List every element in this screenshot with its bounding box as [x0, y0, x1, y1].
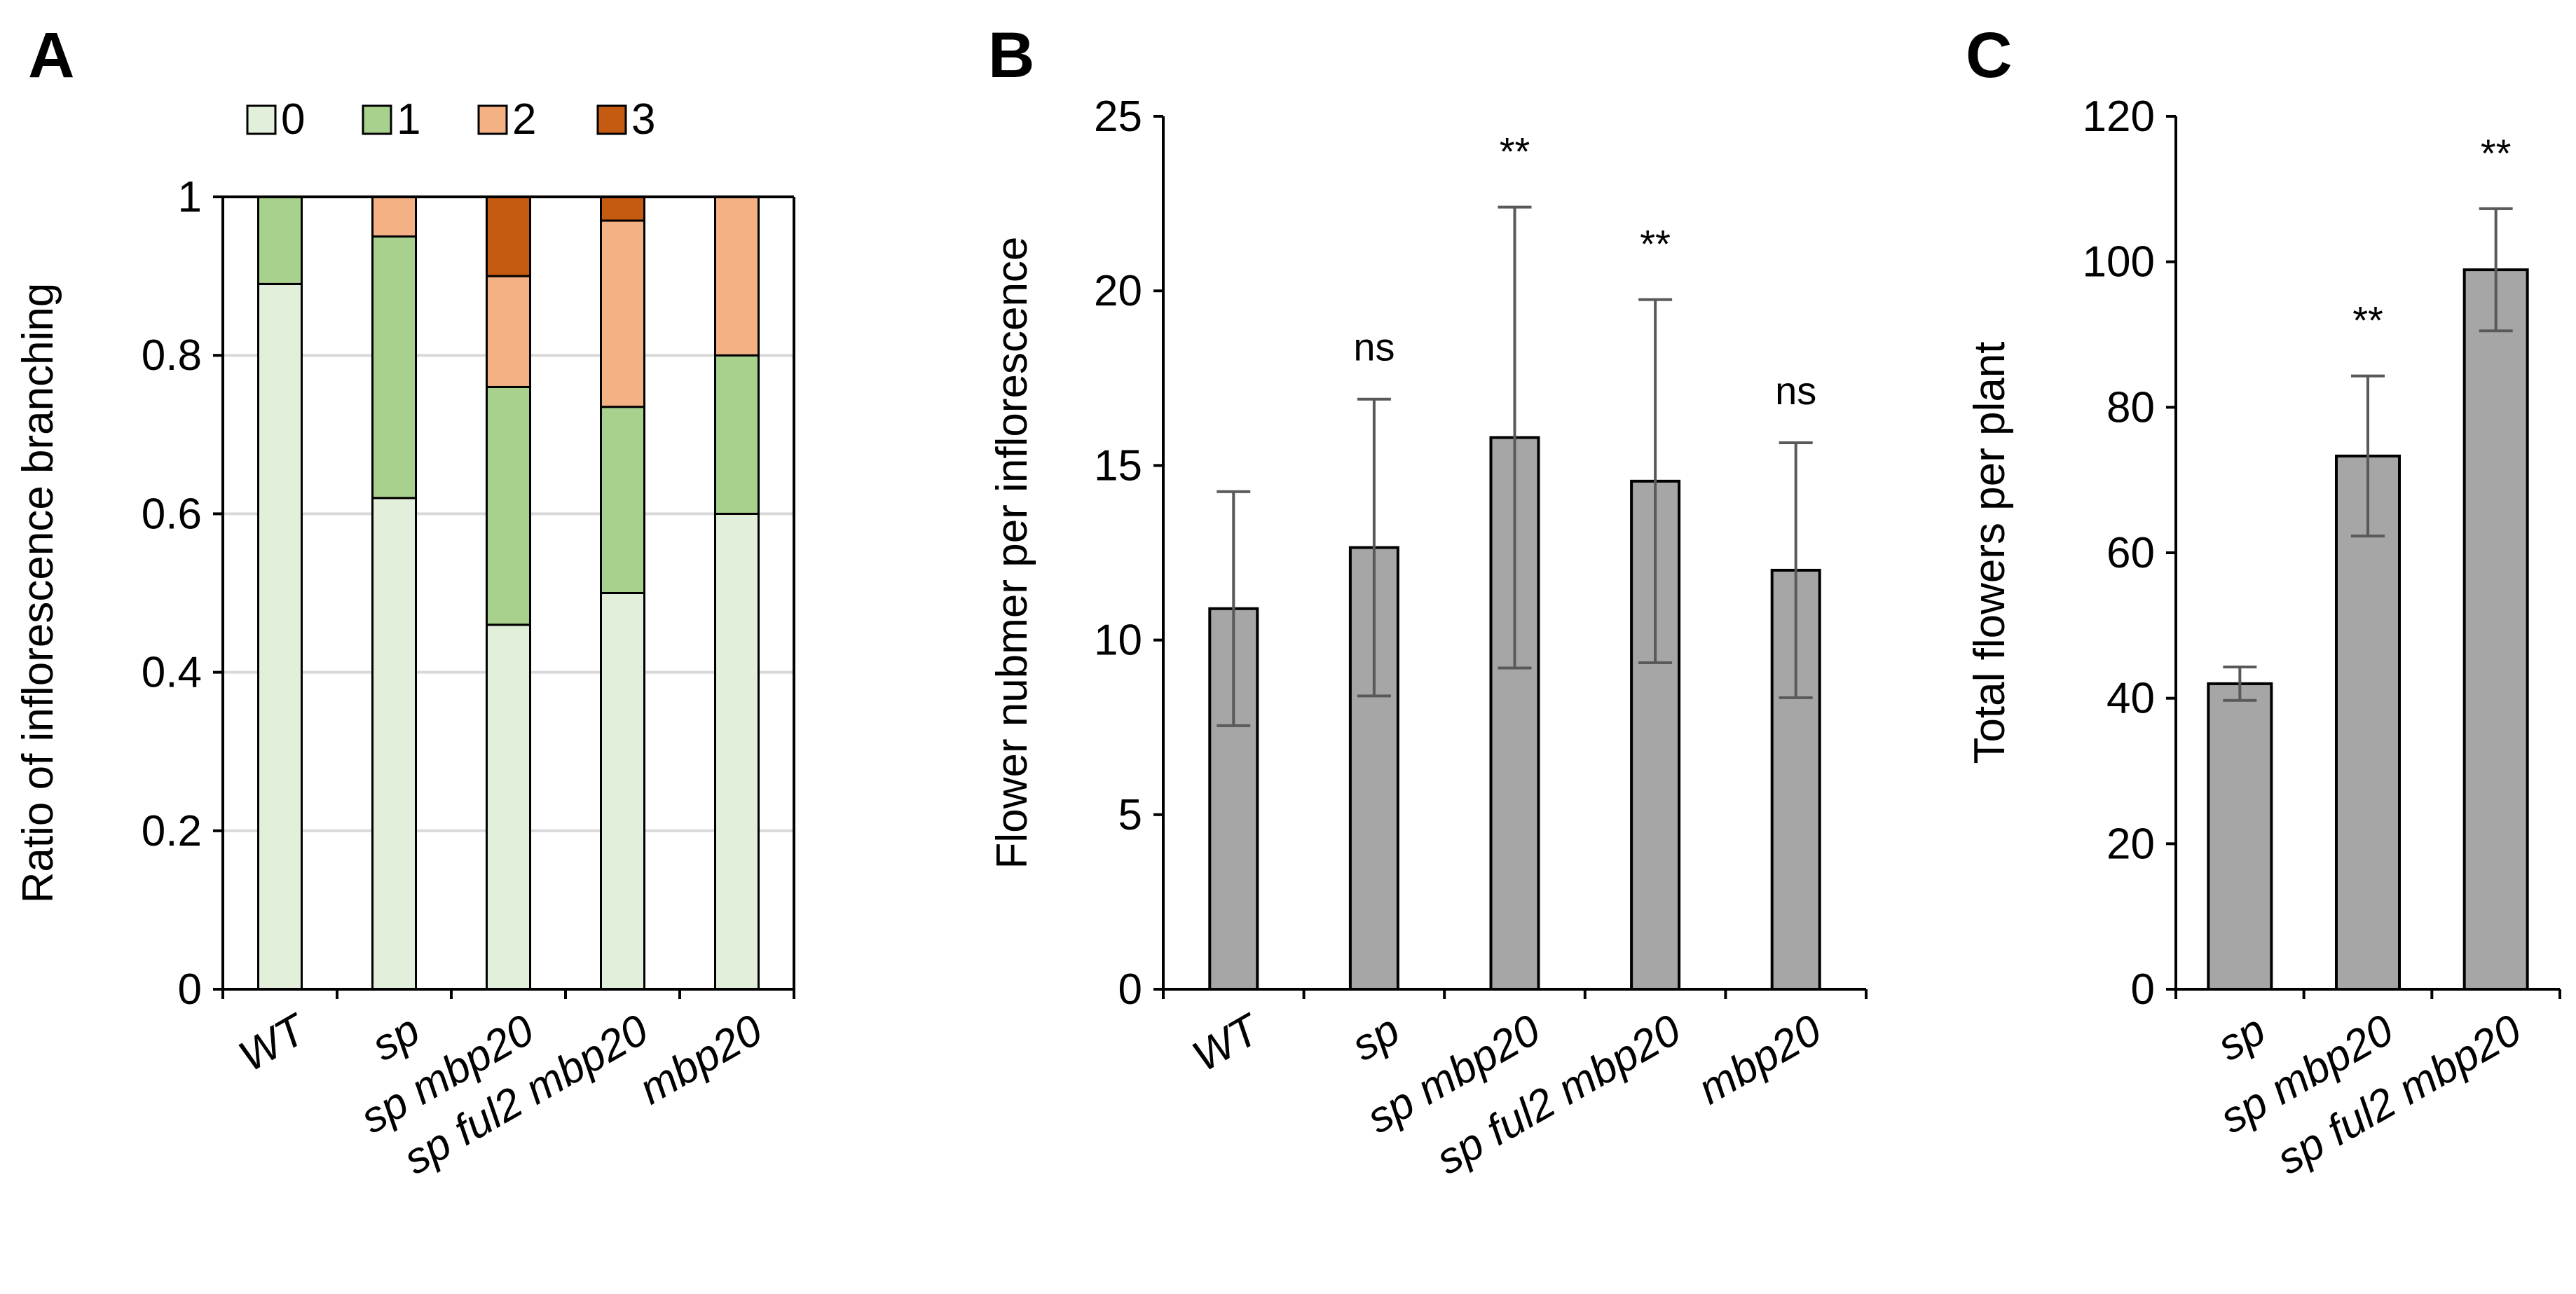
- y-tick-label: 0: [1118, 965, 1142, 1014]
- x-category-label: sp: [364, 1005, 427, 1070]
- y-tick-label: 0.4: [142, 649, 202, 697]
- panel-c-letter: C: [1966, 20, 2012, 91]
- significance-label: **: [2481, 131, 2512, 175]
- y-tick-label: 0: [2131, 965, 2155, 1014]
- legend-swatch: [362, 104, 392, 135]
- bar-segment: [600, 406, 645, 595]
- legend-swatch: [596, 104, 627, 135]
- y-tick-label: 100: [2083, 238, 2155, 287]
- significance-label: **: [1500, 130, 1530, 174]
- y-tick-label: 0.6: [142, 490, 202, 538]
- y-tick-label: 60: [2106, 529, 2155, 577]
- bar-segment: [486, 624, 531, 991]
- bar-segment: [486, 275, 531, 388]
- bar: [2462, 268, 2529, 991]
- bar-segment: [600, 592, 645, 991]
- y-tick-label: 120: [2083, 92, 2155, 141]
- bar-segment: [371, 497, 417, 991]
- legend-label: 0: [281, 95, 305, 144]
- y-axis-title: Ratio of inflorescence branching: [14, 283, 62, 904]
- x-category-label: sp: [2210, 1005, 2273, 1070]
- x-category-label: WT: [231, 1004, 317, 1081]
- y-axis-title: Total flowers per plant: [1966, 341, 2014, 764]
- bar: [2207, 682, 2273, 991]
- x-category-label: mbp20: [631, 1005, 771, 1114]
- significance-label: **: [1640, 222, 1671, 266]
- x-category-label: WT: [1184, 1004, 1270, 1081]
- significance-label: ns: [1353, 325, 1395, 369]
- y-tick-label: 15: [1094, 441, 1142, 490]
- y-tick-label: 10: [1094, 617, 1142, 665]
- y-tick-label: 0.2: [142, 807, 202, 855]
- significance-label: ns: [1775, 369, 1816, 413]
- x-category-label: sp ful2 mbp20: [1428, 1005, 1689, 1183]
- legend-label: 1: [397, 95, 420, 144]
- bar-segment: [600, 219, 645, 408]
- significance-label: **: [2352, 298, 2383, 343]
- y-tick-label: 0: [178, 965, 202, 1014]
- bar-segment: [486, 385, 531, 626]
- bar-segment: [257, 195, 303, 285]
- panel-a-letter: A: [28, 20, 74, 91]
- bar: [1630, 479, 1681, 991]
- bar-segment: [486, 195, 531, 277]
- y-tick-label: 5: [1118, 791, 1142, 839]
- legend-swatch: [246, 104, 277, 135]
- bar-segment: [371, 195, 417, 238]
- y-tick-label: 80: [2106, 383, 2155, 432]
- y-tick-label: 25: [1094, 92, 1142, 141]
- bar-segment: [714, 354, 760, 515]
- panel-b-letter: B: [988, 20, 1034, 91]
- legend-label: 2: [512, 95, 536, 144]
- y-tick-label: 20: [1094, 267, 1142, 315]
- bar-segment: [714, 512, 760, 991]
- y-tick-label: 40: [2106, 675, 2155, 723]
- y-tick-label: 20: [2106, 820, 2155, 868]
- y-axis-title: Flower nubmer per inflorescence: [988, 237, 1036, 869]
- bar-segment: [257, 282, 303, 991]
- y-tick-label: 1: [178, 173, 202, 221]
- legend-swatch: [477, 104, 508, 135]
- bar-segment: [714, 195, 760, 357]
- bar-segment: [600, 195, 645, 222]
- legend-label: 3: [631, 95, 655, 144]
- y-tick-label: 0.8: [142, 331, 202, 380]
- x-category-label: sp: [1344, 1005, 1408, 1070]
- x-category-label: mbp20: [1690, 1005, 1830, 1114]
- bar-segment: [371, 235, 417, 500]
